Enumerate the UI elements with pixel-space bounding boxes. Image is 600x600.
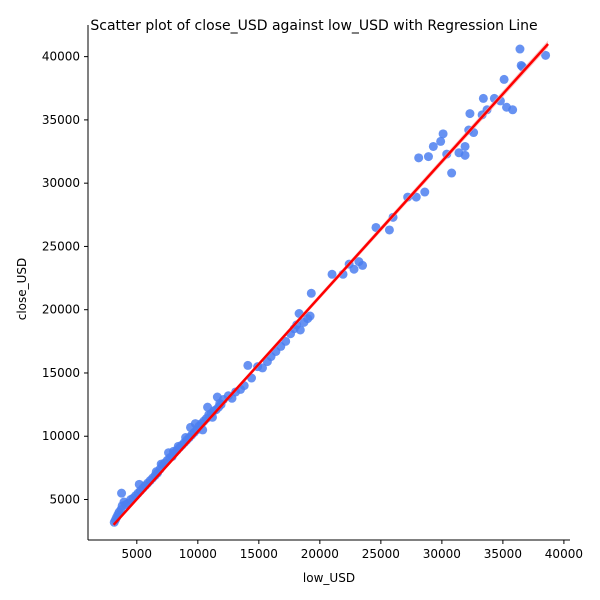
y-tick-label: 5000 [49, 493, 80, 507]
data-point [134, 479, 144, 489]
data-point [243, 360, 253, 370]
x-tick-label: 30000 [423, 547, 461, 561]
data-point [478, 93, 488, 103]
y-tick-label: 20000 [42, 303, 80, 317]
x-tick-label: 35000 [484, 547, 522, 561]
y-tick-label: 15000 [42, 366, 80, 380]
data-point [358, 260, 368, 270]
chart-title: Scatter plot of close_USD against low_US… [90, 18, 537, 34]
data-point [173, 441, 183, 451]
data-point [156, 459, 166, 469]
data-point [414, 153, 424, 163]
regression-line [112, 43, 549, 526]
data-point [436, 136, 446, 146]
data-point [117, 488, 127, 498]
x-tick-label: 15000 [240, 547, 278, 561]
data-point [257, 363, 267, 373]
x-tick-label: 25000 [362, 547, 400, 561]
x-tick-label: 10000 [179, 547, 217, 561]
data-point [541, 50, 551, 60]
y-tick-label: 25000 [42, 239, 80, 253]
data-point [447, 168, 457, 178]
y-tick-label: 35000 [42, 113, 80, 127]
data-point [306, 288, 316, 298]
x-tick-label: 5000 [122, 547, 153, 561]
data-point [181, 433, 191, 443]
data-point [438, 129, 448, 139]
y-tick-label: 40000 [42, 50, 80, 64]
data-point [349, 264, 359, 274]
y-tick-label: 10000 [42, 429, 80, 443]
data-point [515, 44, 525, 54]
data-point [327, 269, 337, 279]
data-point [420, 187, 430, 197]
x-tick-label: 40000 [545, 547, 583, 561]
x-ticks: 5000 10000 15000 20000 25000 30000 35000 40000 [122, 540, 583, 561]
data-point [295, 325, 305, 335]
data-point [465, 109, 475, 119]
regression-line-layer [112, 43, 549, 526]
data-point [384, 225, 394, 235]
data-point [428, 141, 438, 151]
x-axis-label: low_USD [303, 571, 355, 585]
data-point [508, 105, 518, 115]
y-axis-label: close_USD [15, 258, 29, 321]
x-tick-label: 20000 [301, 547, 339, 561]
data-point [190, 419, 200, 429]
data-point [305, 311, 315, 321]
data-point [460, 150, 470, 160]
data-point [203, 402, 213, 412]
y-tick-label: 30000 [42, 176, 80, 190]
data-point [460, 141, 470, 151]
y-ticks: 5000 10000 15000 20000 25000 30000 35000 40000 [42, 50, 88, 507]
data-point [499, 74, 509, 84]
data-point [423, 152, 433, 162]
